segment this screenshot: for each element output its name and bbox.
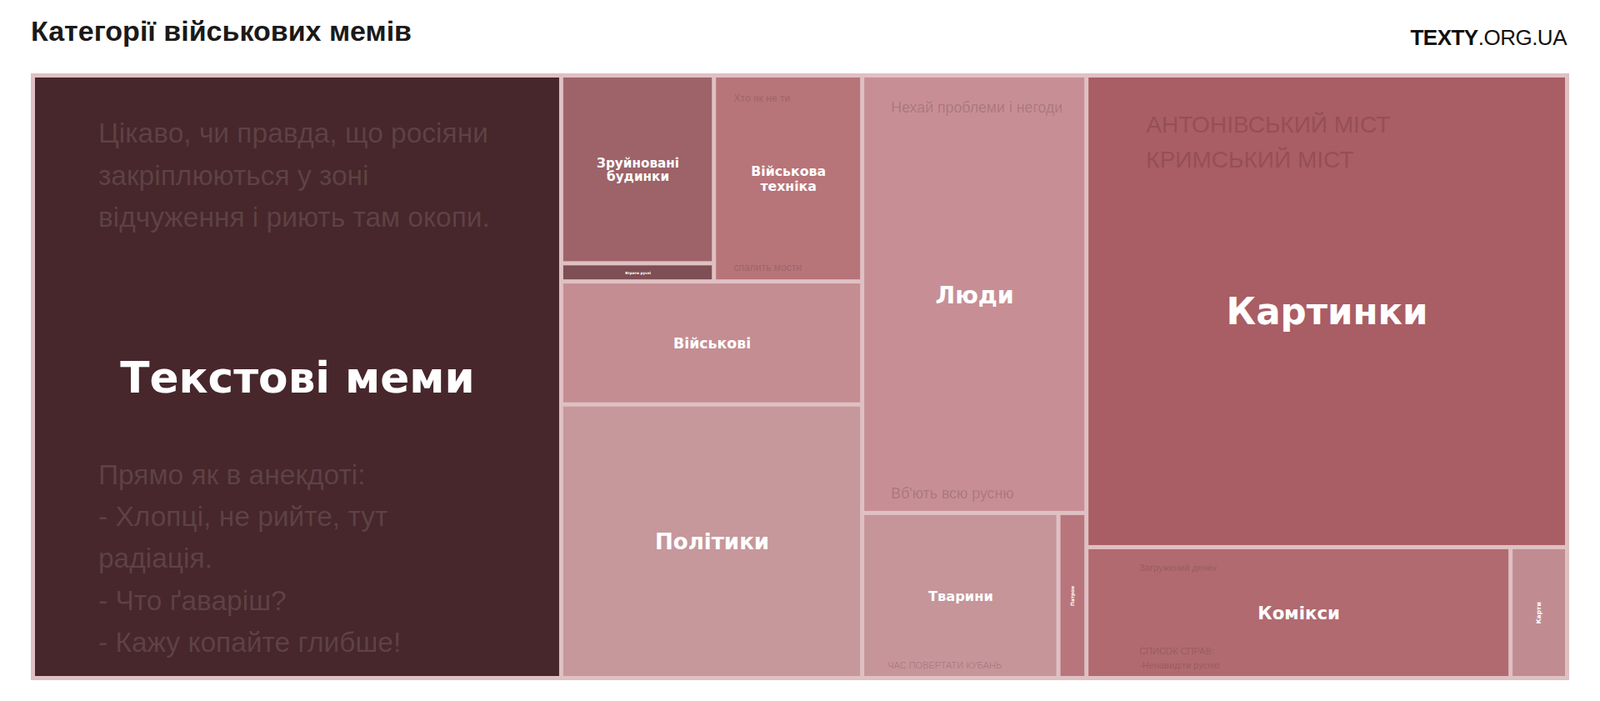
svg-text:радіація.: радіація. [98, 542, 213, 574]
svg-text:Прямо як в анекдоті:: Прямо як в анекдоті: [98, 459, 366, 490]
svg-text:- Что ґаваріш?: - Что ґаваріш? [98, 585, 287, 616]
svg-text:Загружений денёк: Загружений денёк [1139, 562, 1217, 573]
svg-text:Текстові меми: Текстові меми [120, 352, 475, 403]
svg-text:АНТОНІВСЬКИЙ МІСТ: АНТОНІВСЬКИЙ МІСТ [1145, 111, 1390, 138]
svg-text:Тварини: Тварини [928, 588, 994, 605]
svg-text:закріплюються у зоні: закріплюються у зоні [98, 160, 370, 191]
svg-text:Втрати русні: Втрати русні [625, 270, 651, 275]
svg-text:Цікаво, чи правда, що росіяни: Цікаво, чи правда, що росіяни [98, 117, 489, 149]
svg-text:Патрон: Патрон [1070, 585, 1076, 606]
svg-text:Нехай проблеми і негоди: Нехай проблеми і негоди [890, 99, 1063, 116]
svg-text:- Хлопці, не рийте, тут: - Хлопці, не рийте, тут [98, 500, 388, 532]
svg-text:Військові: Військові [673, 335, 751, 352]
svg-text:Комікси: Комікси [1257, 602, 1340, 624]
svg-text:Карти: Карти [1535, 601, 1543, 624]
svg-text:Картинки: Картинки [1226, 290, 1429, 333]
svg-text:СПИСОК СПРАВ:: СПИСОК СПРАВ: [1139, 645, 1215, 656]
svg-text:Люди: Люди [935, 280, 1014, 309]
html-text:Категорії військових мемів: Категорії військових мемів [30, 15, 412, 47]
svg-text:Військоватехніка: Військоватехніка [750, 163, 826, 194]
svg-text:КРИМСЬКИЙ МІСТ: КРИМСЬКИЙ МІСТ [1145, 146, 1354, 173]
svg-text:ЧАС ПОВЕРТАТИ КУБАНЬ: ЧАС ПОВЕРТАТИ КУБАНЬ [887, 660, 1002, 670]
svg-text:-Ненавидіти русню: -Ненавидіти русню [1139, 660, 1220, 670]
svg-text:відчуження і риють там окопи.: відчуження і риють там окопи. [98, 201, 490, 233]
svg-text:Вб'ють всю русню: Вб'ють всю русню [890, 485, 1014, 502]
svg-text:спалить мости: спалить мости [733, 261, 802, 274]
svg-text:- Кажу копайте глибше!: - Кажу копайте глибше! [98, 626, 401, 658]
svg-text:Зруйнованібудинки: Зруйнованібудинки [596, 155, 680, 185]
svg-text:Хто як не ти: Хто як не ти [733, 92, 790, 105]
svg-text:Політики: Політики [655, 529, 770, 555]
html-text:TEXTY.ORG.UA: TEXTY.ORG.UA [1410, 25, 1567, 50]
